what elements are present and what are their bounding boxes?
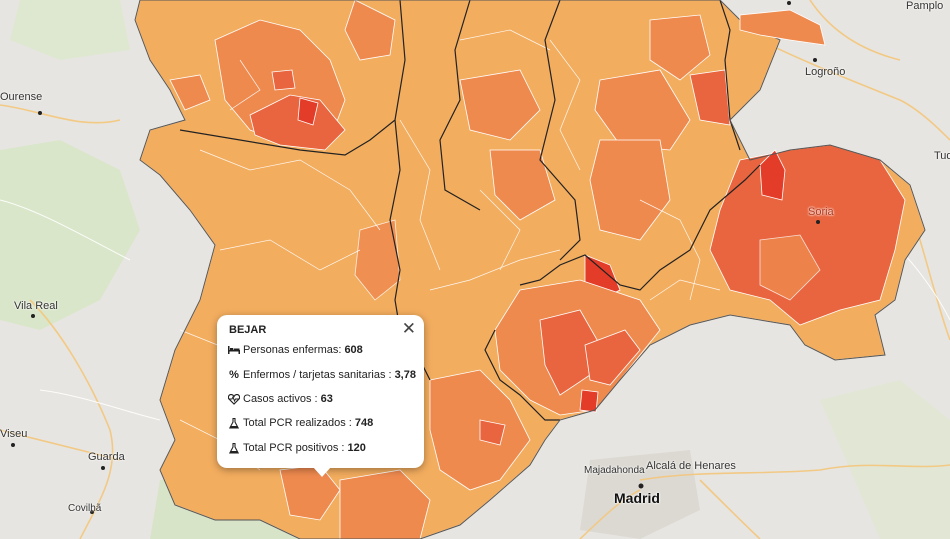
close-icon[interactable]: ✕ [401,319,416,338]
popup-value: 748 [354,417,374,429]
place-label-madrid: Madrid [614,490,660,506]
popup-value: 120 [347,442,366,454]
popup-label: Casos activos : [243,393,318,405]
place-label-majadahonda: Majadahonda [584,465,645,476]
popup-label: Total PCR positivos : [243,442,345,454]
flask-icon [228,442,240,454]
place-label-vila-real: Vila Real [14,300,58,312]
flask-icon [228,417,240,429]
place-label-guarda: Guarda [88,451,125,463]
popup-label: Total PCR realizados : [243,417,352,429]
place-label-alcala: Alcalá de Henares [646,460,736,472]
info-popup: BEJAR ✕ Personas enfermas: 608 % Enfermo… [217,315,424,477]
popup-row-pcr-realizados: Total PCR realizados : 748 [228,417,373,429]
place-label-soria: Soria [808,206,834,218]
place-label-ourense: Ourense [0,91,43,103]
popup-value: 608 [344,344,363,356]
bed-icon [228,344,240,356]
place-label-viseu: Viseu [0,428,28,440]
popup-value: 63 [320,393,333,405]
heartbeat-icon [228,393,240,405]
place-label-covilha: Covilhã [68,503,102,514]
popup-title: BEJAR [229,324,267,336]
place-label-logrono: Logroño [805,66,846,78]
popup-row-ratio: % Enfermos / tarjetas sanitarias : 3,78 [228,369,416,381]
percent-icon: % [229,369,239,381]
popup-label: Personas enfermas: [243,344,342,356]
place-label-pamplona: Pamplo [906,0,944,12]
popup-row-personas: Personas enfermas: 608 [228,344,363,356]
popup-row-pcr-positivos: Total PCR positivos : 120 [228,442,366,454]
popup-value: 3,78 [394,369,416,381]
popup-row-activos: Casos activos : 63 [228,393,333,405]
popup-label: Enfermos / tarjetas sanitarias : [243,369,392,381]
place-label-tudela: Tude [934,150,950,162]
